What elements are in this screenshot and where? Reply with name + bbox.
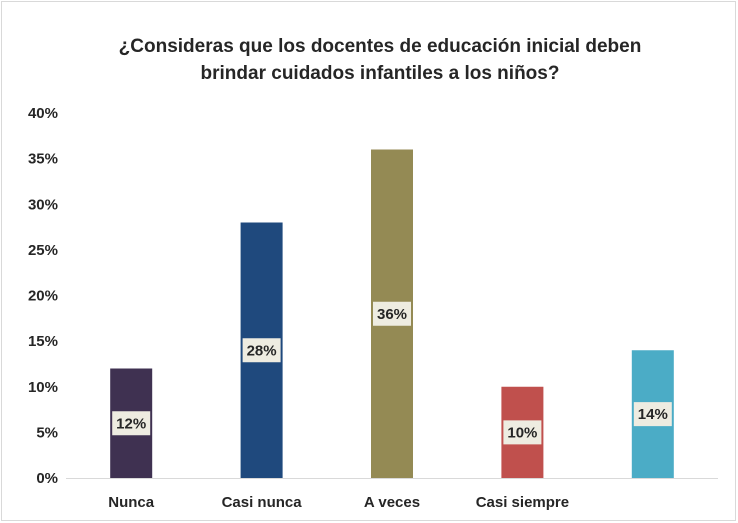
y-tick-label: 25% bbox=[28, 242, 58, 259]
y-tick-label: 40% bbox=[28, 105, 58, 122]
y-tick-label: 0% bbox=[36, 470, 58, 487]
category-label: Casi siempre bbox=[476, 494, 569, 511]
data-label-box bbox=[112, 411, 151, 436]
category-label: Nunca bbox=[108, 494, 155, 511]
y-tick-label: 5% bbox=[36, 424, 58, 441]
category-label: A veces bbox=[364, 494, 420, 511]
y-tick-label: 10% bbox=[28, 379, 58, 396]
chart-title-line-2: brindar cuidados infantiles a los niños? bbox=[201, 63, 560, 84]
data-label-box bbox=[633, 402, 672, 427]
data-label: 12% bbox=[116, 415, 146, 432]
data-label-box bbox=[503, 420, 542, 445]
data-label: 36% bbox=[377, 306, 407, 323]
category-labels: Nunca Casi nunca A veces Casi siempre bbox=[108, 494, 569, 511]
y-tick-label: 15% bbox=[28, 333, 58, 350]
data-label: 10% bbox=[507, 424, 537, 441]
category-label: Casi nunca bbox=[222, 494, 303, 511]
y-axis: 0% 5% 10% 15% 20% 25% 30% 35% 40% bbox=[28, 105, 58, 487]
data-label: 28% bbox=[247, 342, 277, 359]
data-label: 14% bbox=[638, 406, 668, 423]
y-tick-label: 20% bbox=[28, 288, 58, 305]
chart-title-line-1: ¿Consideras que los docentes de educació… bbox=[119, 36, 642, 57]
y-tick-label: 35% bbox=[28, 151, 58, 168]
data-labels: 12% 28% 36% 10% 14% bbox=[112, 301, 672, 445]
y-tick-label: 30% bbox=[28, 196, 58, 213]
data-label-box bbox=[242, 338, 281, 363]
data-label-box bbox=[373, 301, 411, 326]
